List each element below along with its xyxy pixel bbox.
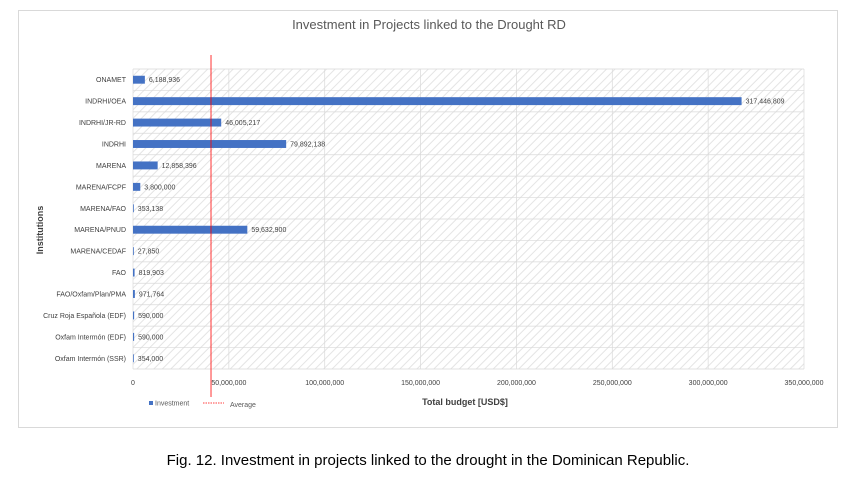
bar-value-label: 353,138	[138, 206, 163, 213]
category-label: MARENA/PNUD	[74, 227, 126, 234]
x-axis-title: Total budget [USD$]	[422, 397, 508, 407]
x-tick-label: 0	[131, 380, 135, 387]
bar-value-label: 59,632,900	[251, 227, 286, 234]
y-axis-title: Institutions	[35, 206, 45, 255]
legend: Investment Average	[149, 401, 256, 409]
bar	[133, 311, 135, 320]
bar-value-label: 317,446,809	[746, 99, 785, 106]
figure-caption: Fig. 12. Investment in projects linked t…	[166, 452, 690, 469]
category-label: INDRHI/JR-RD	[79, 120, 126, 127]
category-label: Oxfam Intermón (SSR)	[55, 356, 126, 363]
bar	[133, 140, 287, 148]
bar-value-label: 819,903	[139, 270, 164, 277]
bar-value-label: 3,800,000	[144, 184, 175, 191]
chart-frame: Investment in Projects linked to the Dro…	[18, 10, 838, 428]
category-label: MARENA/CEDAF	[70, 249, 126, 256]
x-tick-label: 250,000,000	[593, 380, 632, 387]
bar	[133, 161, 158, 170]
bar-value-label: 354,000	[138, 356, 163, 363]
bar	[133, 354, 134, 363]
x-tick-label: 300,000,000	[689, 380, 728, 387]
bar	[133, 182, 141, 191]
bar	[133, 290, 135, 298]
legend-swatch-investment	[149, 401, 153, 405]
bar	[133, 332, 135, 341]
bar-chart: Investment in Projects linked to the Dro…	[35, 17, 824, 409]
category-label: INDRHI	[102, 142, 126, 149]
bar	[133, 118, 222, 127]
bar-value-label: 79,892,138	[290, 142, 325, 149]
bar-value-label: 590,000	[138, 334, 163, 341]
category-label: MARENA/FCPF	[76, 184, 126, 191]
x-tick-label: 50,000,000	[211, 380, 246, 387]
legend-label-investment: Investment	[155, 401, 189, 408]
x-tick-label: 350,000,000	[785, 380, 824, 387]
bar-value-label: 27,850	[138, 249, 160, 256]
category-label: MARENA/FAO	[80, 206, 126, 213]
bar-value-label: 971,764	[139, 292, 164, 299]
x-tick-label: 100,000,000	[305, 380, 344, 387]
legend-label-average: Average	[230, 402, 256, 409]
bar	[133, 247, 134, 256]
x-tick-label: 150,000,000	[401, 380, 440, 387]
category-label: MARENA	[96, 163, 126, 170]
bar-value-label: 12,858,396	[162, 163, 197, 170]
category-label: Oxfam Intermón (EDF)	[55, 334, 126, 341]
bar	[133, 225, 248, 234]
category-label: INDRHI/OEA	[85, 99, 126, 106]
category-label: FAO	[112, 270, 127, 277]
chart-title: Investment in Projects linked to the Dro…	[292, 17, 566, 32]
category-label: Cruz Roja Española (EDF)	[43, 313, 126, 320]
bar	[133, 97, 742, 106]
bar-value-label: 590,000	[138, 313, 163, 320]
category-label: FAO/Oxfam/Plan/PMA	[56, 292, 126, 299]
bar	[133, 75, 145, 84]
bar-value-label: 6,188,936	[149, 77, 180, 84]
bar	[133, 268, 135, 277]
bar-value-label: 46,005,217	[225, 120, 260, 127]
category-label: ONAMET	[96, 77, 127, 84]
bar	[133, 204, 134, 213]
x-tick-label: 200,000,000	[497, 380, 536, 387]
